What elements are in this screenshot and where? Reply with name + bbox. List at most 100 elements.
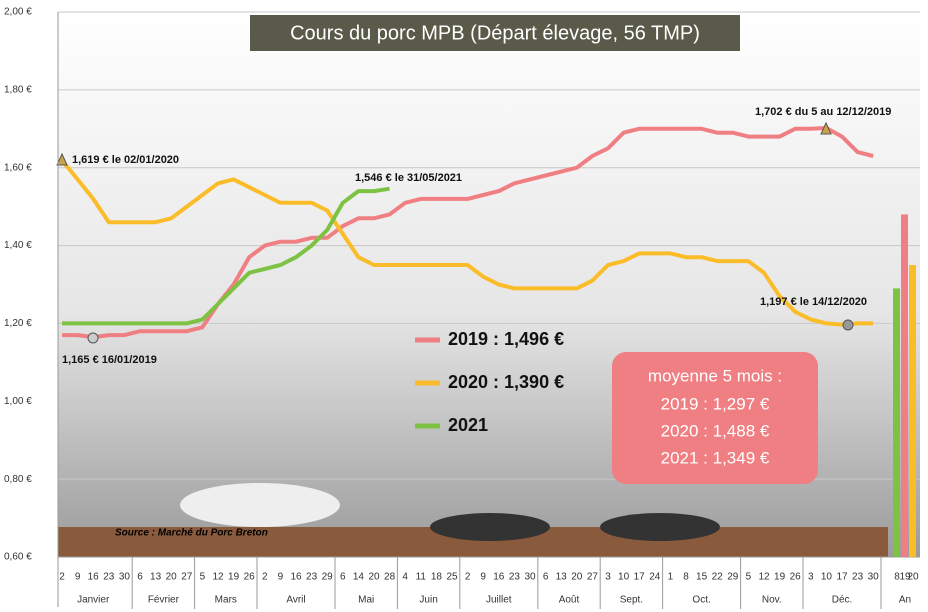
x-tick-label: 2 [59, 572, 65, 583]
x-tick-label: 11 [416, 572, 427, 583]
average-line: 2021 : 1,349 € [661, 448, 770, 467]
y-tick-label: 0,60 € [4, 552, 32, 563]
x-tick-label: 24 [649, 572, 661, 583]
line-series [62, 126, 874, 340]
marker [87, 332, 99, 344]
x-tick-label: 23 [103, 572, 115, 583]
annotation: 1,619 € le 02/01/2020 [72, 154, 179, 166]
x-tick-label: 30 [119, 572, 131, 583]
x-tick-label: 3 [808, 572, 814, 583]
y-tick-label: 1,20 € [4, 318, 32, 329]
month-label: Juin [419, 595, 437, 606]
x-tick-label: 25 [446, 572, 458, 583]
x-tick-label: 17 [836, 572, 848, 583]
month-label: Août [559, 595, 580, 606]
average-line: 2020 : 1,488 € [661, 421, 770, 440]
marker [820, 121, 832, 135]
x-tick-label: 14 [353, 572, 365, 583]
x-tick-label: 30 [868, 572, 880, 583]
photo-shape [430, 513, 550, 541]
average-title: moyenne 5 mois : [648, 366, 782, 385]
x-tick-label: 29 [727, 572, 739, 583]
month-label: Janvier [77, 595, 110, 606]
average-box [612, 352, 818, 484]
x-tick-label: 20 [368, 572, 380, 583]
x-tick-label: 23 [509, 572, 521, 583]
x-tick-label: 2 [465, 572, 471, 583]
average-line: 2019 : 1,297 € [661, 394, 770, 413]
annotation: 1,546 € le 31/05/2021 [355, 172, 462, 184]
x-tick-label: 16 [290, 572, 302, 583]
x-tick-label: 4 [402, 572, 408, 583]
marker [842, 319, 854, 331]
month-label: Avril [286, 595, 305, 606]
x-tick-label: 9 [480, 572, 486, 583]
line-series [60, 159, 874, 327]
x-tick-label: 30 [524, 572, 536, 583]
x-tick-label: 8 [683, 572, 689, 583]
x-tick-label: 13 [150, 572, 162, 583]
legend-label: 2019 : 1,496 € [448, 329, 564, 349]
x-tick-label: 23 [306, 572, 318, 583]
marker [56, 152, 68, 166]
month-label: Oct. [692, 595, 710, 606]
x-tick-label: 29 [322, 572, 334, 583]
annotation: 1,165 € 16/01/2019 [62, 354, 157, 366]
month-label: Juillet [486, 595, 512, 606]
annual-bar [901, 214, 908, 557]
x-tick-label: 27 [587, 572, 599, 583]
x-tick-label: 19 [228, 572, 240, 583]
annotation: 1,702 € du 5 au 12/12/2019 [755, 106, 891, 118]
x-tick-label: 9 [75, 572, 81, 583]
photo-shape [600, 513, 720, 541]
x-tick-label: 6 [340, 572, 346, 583]
x-tick-label: 17 [634, 572, 646, 583]
x-tick-label: 13 [556, 572, 568, 583]
x-tick-label: 12 [212, 572, 224, 583]
x-tick-label: 19 [774, 572, 786, 583]
photo-shape [180, 483, 340, 527]
y-tick-label: 1,40 € [4, 240, 32, 251]
x-tick-label: 27 [181, 572, 193, 583]
x-tick-label: 5 [200, 572, 206, 583]
annual-label: An [899, 595, 911, 606]
x-tick-label: 12 [758, 572, 770, 583]
x-tick-label: 26 [244, 572, 256, 583]
x-tick-label: 6 [543, 572, 549, 583]
x-tick-label: 2 [262, 572, 268, 583]
month-label: Nov. [762, 595, 782, 606]
x-tick-label: 28 [384, 572, 396, 583]
annual-tick-label: 20 [907, 572, 919, 583]
chart-title: Cours du porc MPB (Départ élevage, 56 TM… [290, 22, 700, 44]
month-label: Déc. [832, 595, 853, 606]
x-tick-label: 1 [668, 572, 674, 583]
month-label: Mars [215, 595, 237, 606]
annotation: 1,197 € le 14/12/2020 [760, 296, 867, 308]
y-tick-label: 1,60 € [4, 162, 32, 173]
x-tick-label: 26 [790, 572, 802, 583]
line-series [62, 186, 390, 326]
x-tick-label: 9 [278, 572, 284, 583]
annual-bar [909, 265, 916, 557]
x-tick-label: 22 [712, 572, 724, 583]
y-tick-label: 2,00 € [4, 7, 32, 18]
x-tick-label: 20 [166, 572, 178, 583]
x-tick-label: 6 [137, 572, 143, 583]
month-label: Février [148, 595, 180, 606]
title-box [250, 15, 740, 51]
y-tick-label: 0,80 € [4, 474, 32, 485]
y-tick-label: 1,80 € [4, 84, 32, 95]
x-tick-label: 10 [821, 572, 833, 583]
x-tick-label: 3 [605, 572, 611, 583]
legend-label: 2020 : 1,390 € [448, 372, 564, 392]
y-tick-label: 1,00 € [4, 396, 32, 407]
legend-label: 2021 [448, 415, 488, 435]
x-tick-label: 16 [88, 572, 100, 583]
x-tick-label: 23 [852, 572, 864, 583]
x-tick-label: 20 [571, 572, 583, 583]
month-label: Sept. [620, 595, 643, 606]
annual-tick-label: 8 [894, 572, 900, 583]
x-tick-label: 5 [746, 572, 752, 583]
x-tick-label: 15 [696, 572, 708, 583]
